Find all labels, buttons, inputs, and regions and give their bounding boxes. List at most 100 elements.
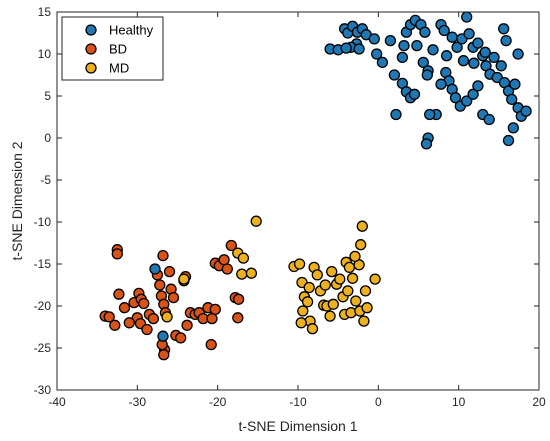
y-tick-label: -25	[34, 341, 52, 355]
x-axis-label: t-SNE Dimension 1	[238, 418, 357, 434]
data-point-healthy	[438, 24, 450, 37]
data-point-md	[345, 307, 357, 319]
data-point-bd	[158, 349, 170, 361]
data-point-healthy	[353, 43, 365, 55]
data-point-md	[369, 273, 381, 285]
x-tick-label: -40	[48, 395, 66, 409]
data-point-healthy	[507, 122, 519, 134]
data-point-bd	[218, 254, 230, 266]
data-point-healthy	[472, 80, 484, 92]
data-point-healthy	[417, 56, 429, 69]
data-point-bd	[103, 311, 115, 323]
data-point-md	[319, 279, 331, 291]
data-points-layer	[99, 11, 532, 361]
data-point-healthy	[396, 51, 409, 64]
data-point-bd	[225, 239, 237, 252]
data-point-md	[306, 323, 319, 335]
data-point-md	[301, 296, 314, 308]
data-point-md	[356, 220, 368, 232]
data-point-healthy	[461, 95, 473, 107]
data-point-md	[361, 302, 373, 314]
data-point-bd	[205, 338, 217, 351]
data-point-healthy	[408, 88, 421, 100]
y-tick-label: -5	[40, 173, 51, 187]
data-point-md	[349, 250, 361, 263]
legend-label-md: MD	[109, 61, 129, 76]
data-point-healthy	[398, 39, 410, 52]
data-point-bd	[147, 312, 160, 325]
data-point-healthy	[435, 78, 447, 90]
data-point-healthy	[457, 55, 470, 67]
data-point-healthy	[421, 69, 433, 81]
data-point-healthy	[451, 41, 463, 53]
data-point-bd	[138, 297, 150, 310]
data-point-md	[327, 298, 339, 310]
y-tick-label: -30	[34, 383, 52, 397]
data-point-healthy	[502, 134, 515, 147]
data-point-healthy	[483, 113, 495, 126]
data-point-md	[324, 310, 336, 322]
x-tick-label: 20	[532, 395, 546, 409]
legend-marker-md	[85, 62, 97, 74]
data-point-bd	[154, 279, 166, 291]
data-point-md	[343, 261, 356, 274]
legend-label-healthy: Healthy	[109, 23, 154, 38]
data-point-bd	[175, 332, 187, 344]
data-point-healthy	[424, 108, 436, 121]
data-point-healthy	[449, 92, 462, 104]
data-point-md	[346, 272, 359, 284]
data-point-healthy	[463, 28, 475, 40]
data-point-healthy	[149, 263, 161, 275]
data-point-bd	[118, 302, 131, 314]
y-tick-label: 10	[38, 47, 52, 61]
data-point-bd	[167, 291, 180, 304]
data-point-healthy	[420, 138, 433, 150]
data-point-healthy	[472, 37, 484, 49]
x-tick-label: 10	[452, 395, 466, 409]
data-point-healthy	[340, 42, 352, 54]
data-point-md	[178, 273, 190, 285]
data-point-bd	[141, 323, 153, 336]
legend-marker-bd	[85, 43, 97, 55]
y-axis-label: t-SNE Dimension 2	[9, 141, 25, 260]
y-tick-label: -10	[34, 215, 52, 229]
data-point-healthy	[468, 57, 480, 69]
data-point-bd	[111, 248, 123, 260]
data-point-bd	[232, 293, 245, 305]
data-point-md	[350, 295, 362, 307]
data-point-bd	[209, 303, 221, 316]
data-point-md	[303, 281, 315, 294]
data-point-bd	[232, 312, 244, 324]
data-point-md	[355, 239, 367, 251]
data-point-md	[297, 305, 309, 317]
data-point-md	[250, 215, 262, 227]
data-point-healthy	[368, 33, 380, 45]
data-point-bd	[221, 263, 233, 275]
y-tick-label: 5	[44, 89, 51, 103]
data-point-md	[342, 285, 354, 297]
data-point-bd	[181, 319, 193, 331]
data-point-healthy	[498, 23, 510, 35]
data-point-healthy	[500, 34, 512, 47]
data-point-healthy	[509, 78, 521, 90]
data-point-healthy	[446, 31, 458, 43]
x-tick-label: -30	[129, 395, 147, 409]
data-point-healthy	[467, 88, 479, 100]
data-point-healthy	[427, 44, 439, 56]
data-point-healthy	[157, 330, 169, 342]
data-point-healthy	[461, 11, 473, 23]
data-point-bd	[206, 312, 218, 325]
data-point-healthy	[440, 50, 453, 62]
data-point-healthy	[495, 60, 507, 72]
y-tick-label: 15	[38, 5, 52, 19]
data-point-healthy	[371, 48, 383, 60]
data-point-bd	[123, 317, 135, 329]
data-point-healthy	[411, 39, 423, 52]
data-point-md	[358, 315, 370, 327]
data-point-md	[236, 268, 248, 280]
x-tick-label: 0	[375, 395, 382, 409]
data-point-md	[359, 285, 372, 297]
